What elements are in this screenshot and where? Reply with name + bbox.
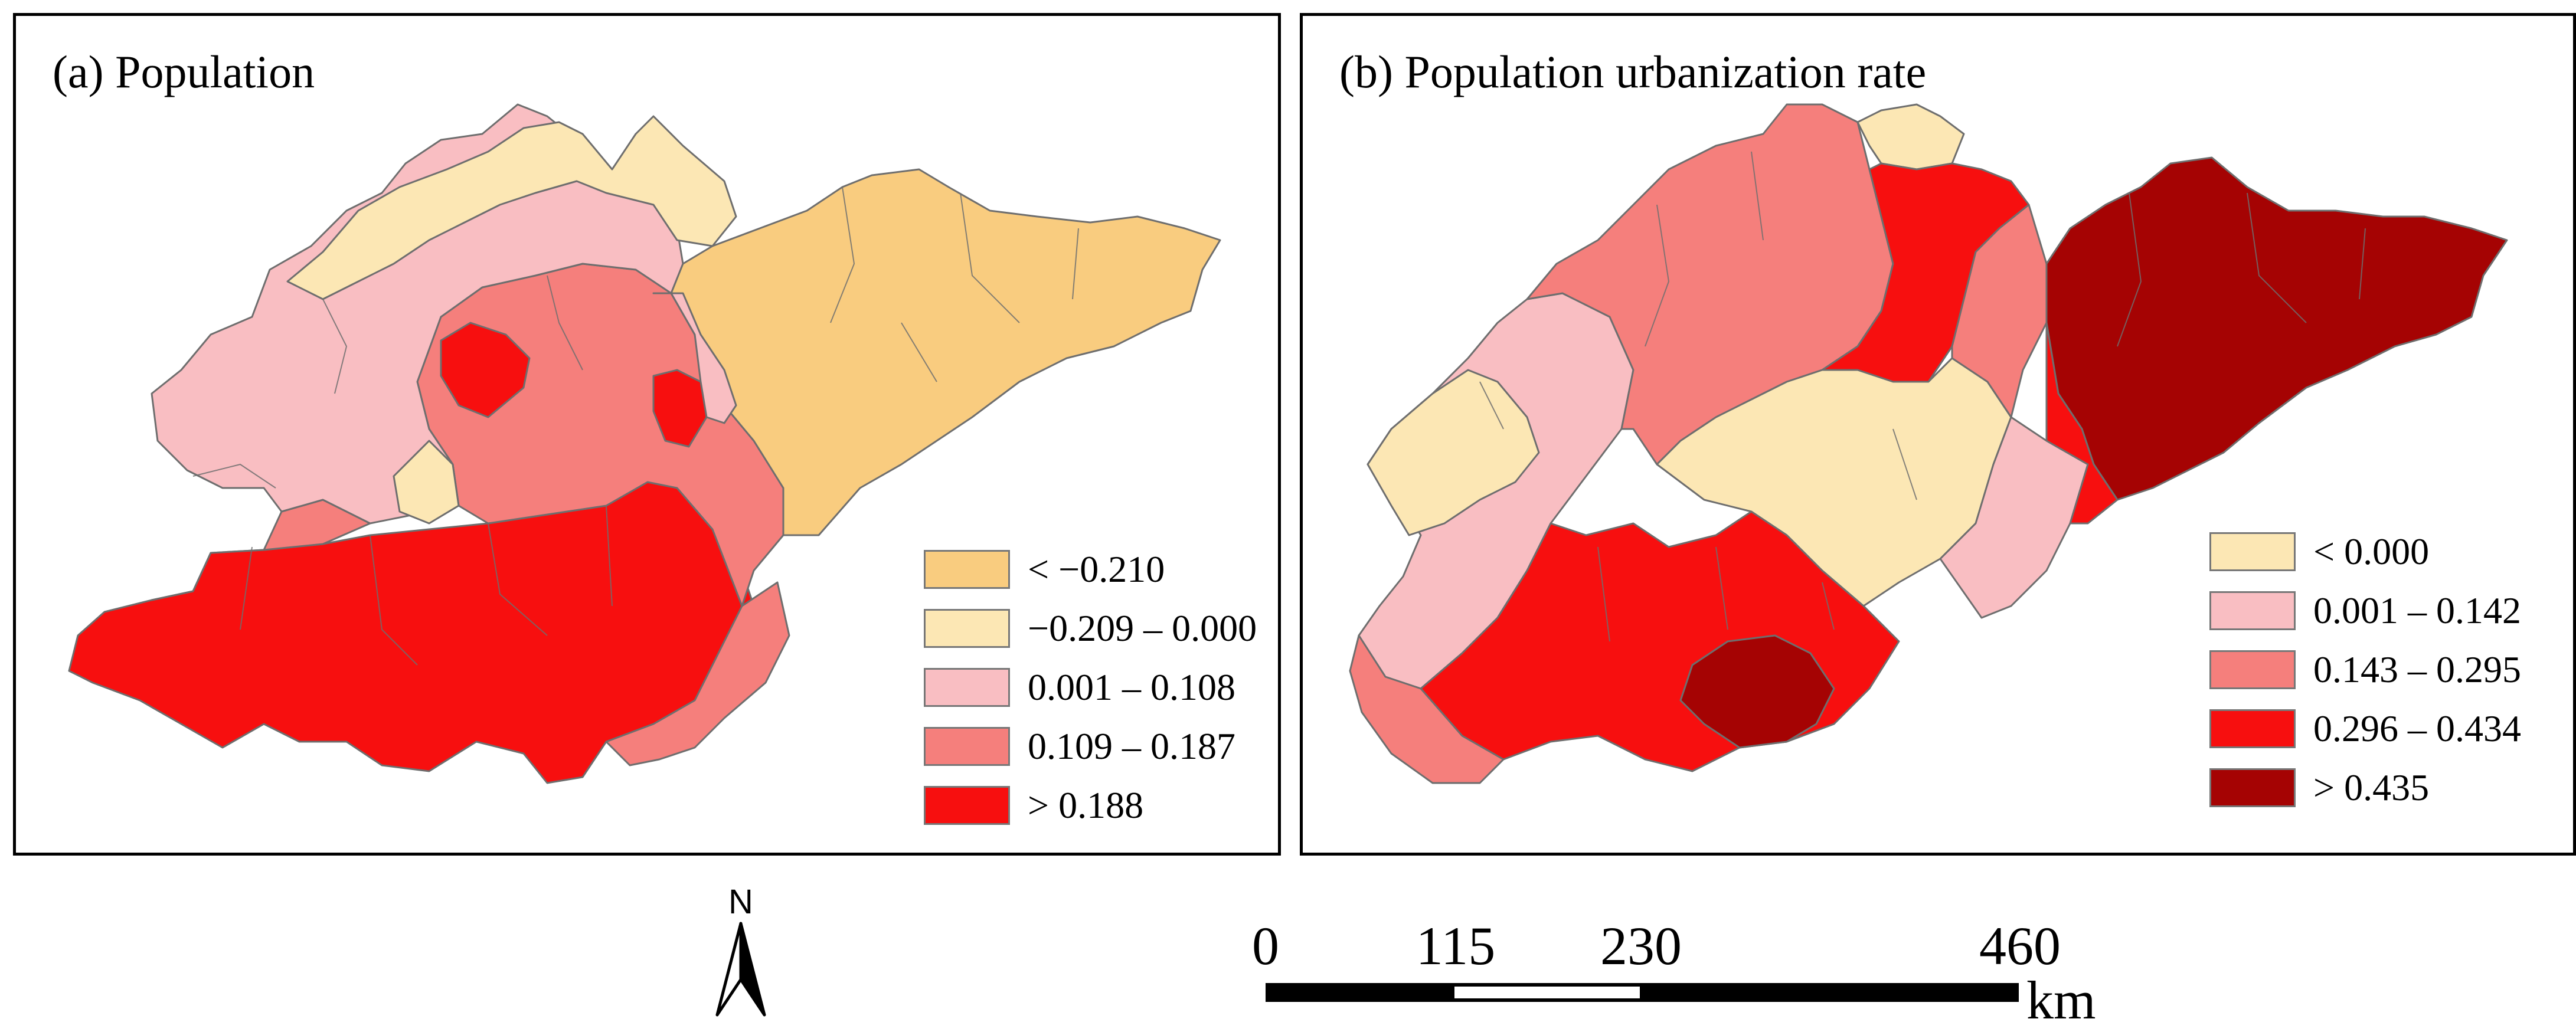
- legend-label: 0.296 – 0.434: [2313, 707, 2521, 749]
- region-peninsula-darkred: [2045, 156, 2508, 501]
- legend-label: > 0.435: [2313, 766, 2430, 808]
- legend-label: < −0.210: [1028, 548, 1165, 590]
- north-arrow-icon: [715, 922, 766, 1017]
- legend-item: < 0.000: [2209, 522, 2521, 581]
- legend-swatch: [2209, 709, 2296, 748]
- legend-swatch: [924, 668, 1010, 707]
- population-map: [68, 103, 1221, 784]
- scale-tick-label: 230: [1600, 916, 1682, 976]
- region-center-yellow: [393, 440, 460, 525]
- region-east-red: [652, 369, 708, 448]
- scale-bar: 0 115 230 460 km: [1251, 909, 2137, 1032]
- legend-swatch: [924, 786, 1010, 825]
- region-west-yellow: [1367, 369, 1540, 536]
- region-southwest-moderate: [1349, 634, 1505, 784]
- region-capital-red: [440, 322, 531, 418]
- legend-item: −0.209 – 0.000: [924, 599, 1257, 658]
- region-peninsula: [670, 168, 1221, 536]
- legend-swatch: [924, 609, 1010, 648]
- legend-swatch: [2209, 532, 2296, 571]
- legend-item: 0.296 – 0.434: [2209, 699, 2521, 758]
- legend-population: < −0.210 −0.209 – 0.000 0.001 – 0.108 0.…: [924, 540, 1257, 835]
- legend-item: > 0.435: [2209, 758, 2521, 817]
- urbanization-map: [1349, 103, 2508, 784]
- legend-urbanization: < 0.000 0.001 – 0.142 0.143 – 0.295 0.29…: [2209, 522, 2521, 817]
- north-arrow: N: [708, 882, 773, 1024]
- legend-swatch: [2209, 768, 2296, 807]
- legend-label: < 0.000: [2313, 530, 2430, 572]
- legend-label: 0.109 – 0.187: [1028, 725, 1235, 767]
- region-southeast-arm: [605, 581, 790, 766]
- legend-item: 0.001 – 0.108: [924, 658, 1257, 717]
- legend-item: < −0.210: [924, 540, 1257, 599]
- region-coast-red: [2045, 322, 2119, 525]
- scale-unit: km: [2026, 970, 2096, 1030]
- panel-population: (a) Population < −0.210 −0.209 – 0.000 0…: [13, 13, 1281, 856]
- legend-item: 0.143 – 0.295: [2209, 640, 2521, 699]
- panel-urbanization: (b) Population urbanization rate < 0.000…: [1300, 13, 2576, 856]
- scale-tick-label: 460: [1979, 916, 2061, 976]
- legend-label: 0.001 – 0.142: [2313, 589, 2521, 631]
- scale-tick-label: 115: [1416, 916, 1496, 976]
- legend-item: > 0.188: [924, 776, 1257, 835]
- region-north-tip-yellow: [1856, 103, 1965, 171]
- legend-swatch: [924, 550, 1010, 589]
- panel-title: (a) Population: [53, 46, 315, 97]
- region-east-coast-pink: [652, 292, 737, 424]
- legend-item: 0.109 – 0.187: [924, 717, 1257, 776]
- legend-swatch: [2209, 591, 2296, 630]
- legend-swatch: [924, 727, 1010, 766]
- region-south-darkred: [1679, 634, 1835, 749]
- panel-title: (b) Population urbanization rate: [1339, 46, 1927, 97]
- scale-tick-label: 0: [1252, 916, 1279, 976]
- scale-bar-graphic: [1266, 983, 2019, 1002]
- north-label: N: [728, 883, 753, 921]
- region-east-moderate: [1951, 204, 2048, 418]
- legend-label: −0.209 – 0.000: [1028, 607, 1257, 649]
- legend-label: 0.001 – 0.108: [1028, 666, 1235, 708]
- legend-swatch: [2209, 650, 2296, 689]
- legend-label: > 0.188: [1028, 784, 1144, 826]
- region-north-yellow: [286, 115, 737, 300]
- legend-label: 0.143 – 0.295: [2313, 648, 2521, 690]
- legend-item: 0.001 – 0.142: [2209, 581, 2521, 640]
